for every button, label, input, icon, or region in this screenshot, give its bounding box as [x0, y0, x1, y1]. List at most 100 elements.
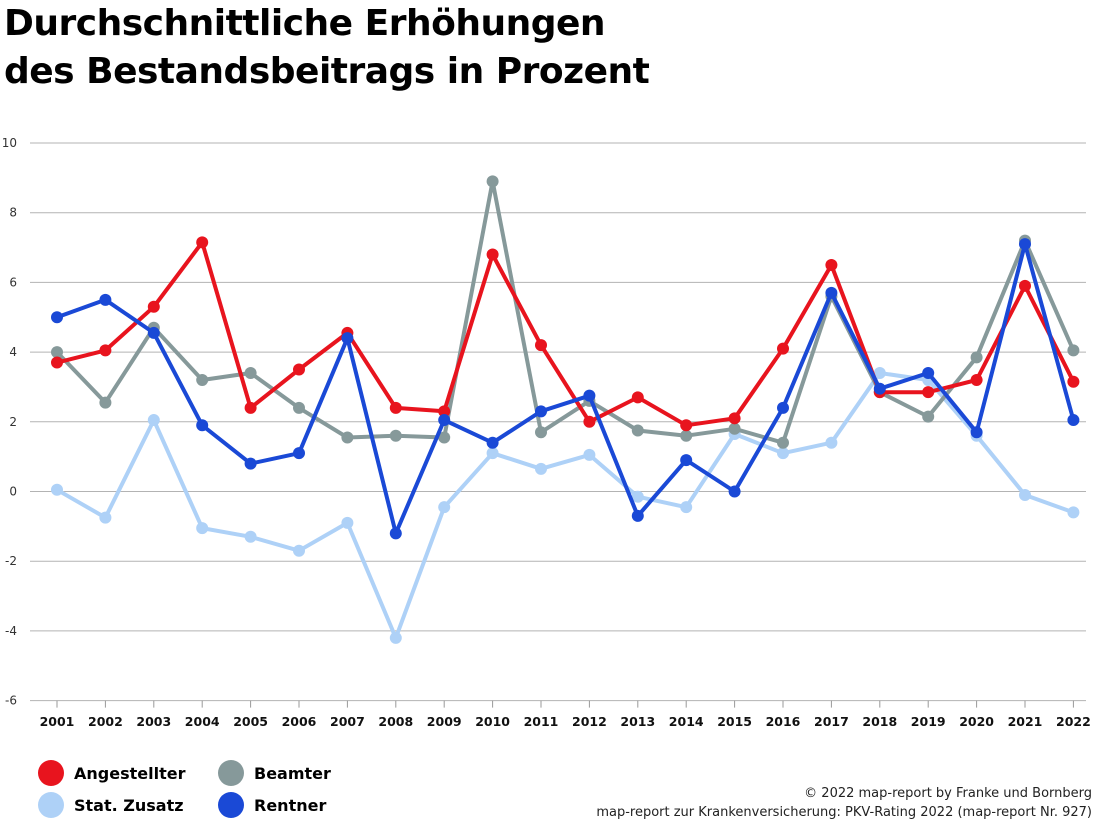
data-point-rentner — [293, 447, 305, 460]
data-point-angestellter — [631, 391, 644, 404]
x-tick-label: 2021 — [1008, 714, 1043, 729]
data-point-angestellter — [922, 386, 935, 399]
data-point-angestellter — [196, 236, 209, 249]
y-tick-label: 0 — [9, 485, 17, 499]
x-tick-label: 2018 — [862, 714, 897, 729]
data-point-stat-zusatz — [438, 501, 451, 514]
x-tick-label: 2004 — [185, 714, 220, 729]
legend-label-angestellter: Angestellter — [74, 763, 186, 783]
series-line-stat-zusatz — [55, 371, 1076, 640]
data-point-beamter — [438, 431, 451, 444]
data-point-rentner — [728, 485, 741, 498]
x-axis: 2001 2002 2003 2004 2005 2006 2007 2008 2009 2010… — [40, 700, 1091, 729]
x-tick-label: 2005 — [233, 714, 268, 729]
data-point-stat-zusatz — [1019, 488, 1031, 501]
credits: © 2022 map-report by Franke und Bornberg… — [596, 784, 1092, 822]
x-tick-label: 2010 — [475, 714, 510, 729]
copyright-text: © 2022 map-report by Franke und Bornberg — [804, 786, 1092, 801]
data-point-rentner — [777, 401, 789, 414]
legend-item-beamter: Beamter — [218, 760, 331, 786]
data-point-rentner — [583, 389, 596, 402]
x-tick-label: 2013 — [620, 714, 655, 729]
data-point-angestellter — [1019, 279, 1031, 292]
data-point-rentner — [244, 457, 257, 470]
title-line-1: Durchschnittliche Erhöhungen — [4, 3, 606, 44]
data-point-rentner — [99, 293, 112, 306]
x-tick-label: 2015 — [717, 714, 752, 729]
y-tick-label: -6 — [5, 694, 17, 708]
data-point-stat-zusatz — [873, 367, 886, 380]
data-point-beamter — [341, 431, 354, 444]
x-tick-label: 2017 — [814, 714, 849, 729]
series-group — [51, 175, 1080, 644]
data-point-beamter — [777, 436, 789, 449]
data-point-stat-zusatz — [583, 448, 596, 461]
legend-item-rentner: Rentner — [218, 792, 326, 818]
data-point-beamter — [389, 429, 402, 442]
x-tick-label: 2022 — [1056, 714, 1091, 729]
data-point-beamter — [680, 429, 693, 442]
y-tick-label: 10 — [2, 136, 17, 150]
data-point-angestellter — [970, 373, 983, 386]
data-point-rentner — [51, 311, 63, 324]
legend-marker-angestellter — [38, 760, 64, 786]
data-point-stat-zusatz — [777, 447, 789, 460]
data-point-rentner — [680, 454, 693, 467]
x-tick-label: 2003 — [136, 714, 171, 729]
y-tick-label: 4 — [9, 345, 17, 359]
series-stat-zusatz — [51, 367, 1080, 644]
series-line-beamter — [55, 179, 1076, 445]
data-point-beamter — [51, 346, 63, 359]
data-point-rentner — [922, 367, 935, 380]
source-text: map-report zur Krankenversicherung: PKV-… — [596, 805, 1092, 820]
data-point-beamter — [970, 351, 983, 364]
data-point-beamter — [244, 367, 257, 380]
data-point-rentner — [486, 436, 499, 449]
legend-label-rentner: Rentner — [254, 795, 327, 815]
data-point-stat-zusatz — [680, 501, 693, 514]
x-tick-label: 2006 — [282, 714, 317, 729]
data-point-stat-zusatz — [51, 483, 63, 496]
series-rentner — [51, 238, 1080, 540]
data-point-stat-zusatz — [535, 462, 547, 475]
legend-label-beamter: Beamter — [254, 763, 331, 783]
data-point-beamter — [1067, 344, 1080, 357]
legend-item-angestellter: Angestellter — [38, 760, 185, 786]
legend-label-stat-zusatz: Stat. Zusatz — [74, 795, 184, 815]
y-tick-label: -2 — [5, 554, 17, 568]
y-tick-label: -4 — [5, 624, 17, 638]
data-point-angestellter — [728, 412, 741, 425]
x-tick-label: 2020 — [959, 714, 994, 729]
x-tick-label: 2001 — [40, 714, 75, 729]
data-point-angestellter — [680, 419, 693, 432]
y-tick-label: 8 — [9, 206, 17, 220]
data-point-stat-zusatz — [244, 530, 257, 543]
title-line-2: des Bestandsbeitrags in Prozent — [4, 51, 650, 92]
x-tick-label: 2012 — [572, 714, 607, 729]
data-point-angestellter — [486, 248, 499, 261]
y-tick-label: 2 — [9, 415, 17, 429]
data-point-angestellter — [389, 401, 402, 414]
data-point-beamter — [486, 175, 499, 188]
data-point-stat-zusatz — [1067, 506, 1080, 519]
data-point-rentner — [389, 527, 402, 540]
data-point-rentner — [631, 509, 644, 522]
data-point-rentner — [1019, 238, 1031, 251]
data-point-angestellter — [147, 300, 160, 313]
data-point-angestellter — [583, 415, 596, 428]
x-tick-label: 2016 — [766, 714, 801, 729]
x-tick-label: 2014 — [669, 714, 704, 729]
y-axis: 10 8 6 4 2 0 -2 -4 -6 — [2, 136, 17, 708]
legend: Angestellter Beamter Stat. Zusatz Rentne… — [38, 760, 358, 824]
data-point-rentner — [196, 419, 209, 432]
legend-marker-stat-zusatz — [38, 792, 64, 818]
chart-title: Durchschnittliche Erhöhungen des Bestand… — [4, 0, 650, 96]
x-tick-label: 2019 — [911, 714, 946, 729]
series-beamter — [51, 175, 1080, 449]
data-point-angestellter — [535, 339, 547, 352]
data-point-beamter — [535, 426, 547, 439]
data-point-angestellter — [777, 342, 789, 355]
data-point-stat-zusatz — [341, 516, 354, 529]
data-point-stat-zusatz — [825, 436, 838, 449]
data-point-stat-zusatz — [99, 511, 112, 524]
